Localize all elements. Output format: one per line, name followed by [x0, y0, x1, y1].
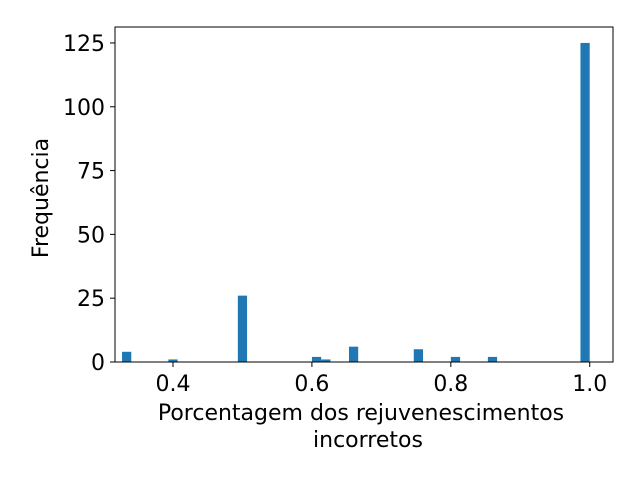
histogram-bar: [168, 359, 178, 362]
bars-layer: [122, 42, 590, 362]
histogram-bar: [413, 349, 424, 362]
y-tick-label: 100: [63, 96, 105, 121]
x-tick-label: 0.4: [155, 372, 190, 397]
y-tick-label: 125: [63, 32, 105, 57]
histogram-bar: [321, 359, 331, 362]
x-axis-label-line-1: Porcentagem dos rejuvenescimentos: [158, 401, 564, 426]
histogram-bar: [311, 356, 322, 362]
y-tick-label: 25: [77, 287, 105, 312]
x-axis-ticks: 0.4 0.6 0.8 1.0: [155, 362, 607, 397]
x-axis-label-line-2: incorretos: [313, 428, 423, 453]
histogram-bar: [348, 346, 359, 362]
y-tick-label: 0: [91, 351, 105, 376]
histogram-bar: [237, 295, 248, 362]
y-axis-ticks: 0 25 50 75 100 125: [63, 32, 115, 376]
y-axis-label: Frequência: [29, 138, 54, 258]
y-tick-label: 75: [77, 160, 105, 185]
histogram-bar: [450, 356, 461, 362]
histogram-bar: [487, 356, 498, 362]
plot-area-frame: [114, 26, 614, 363]
x-tick-label: 1.0: [572, 372, 607, 397]
histogram-bar: [122, 351, 132, 362]
y-tick-label: 50: [77, 223, 105, 248]
x-tick-label: 0.6: [294, 372, 329, 397]
x-tick-label: 0.8: [433, 372, 468, 397]
histogram-bar: [580, 42, 590, 362]
